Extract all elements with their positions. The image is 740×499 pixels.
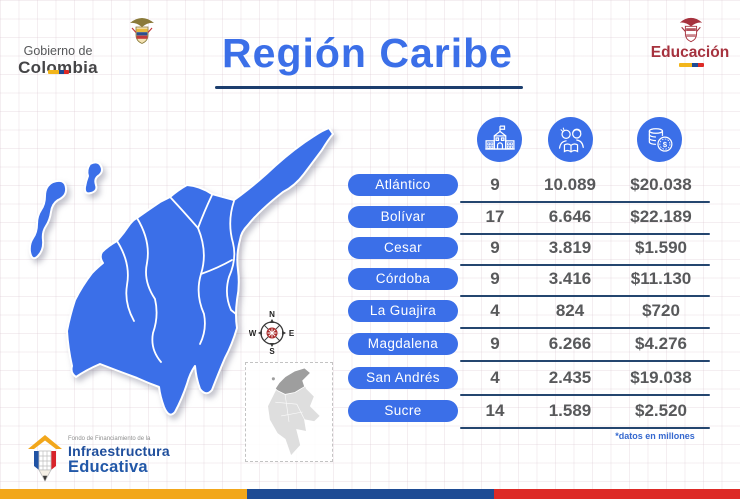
map-department-borders bbox=[116, 194, 237, 363]
students-value: 3.819 bbox=[548, 238, 592, 257]
row-divider bbox=[460, 264, 710, 266]
footer-bar-blue bbox=[247, 489, 494, 499]
map-island-san-andres bbox=[28, 179, 68, 260]
students-value: 3.416 bbox=[548, 269, 592, 288]
gobierno-line1: Gobierno de bbox=[23, 44, 93, 58]
column-icon-students bbox=[548, 117, 593, 162]
coins-icon: $ bbox=[648, 127, 672, 152]
column-icon-investment: $ bbox=[637, 117, 682, 162]
department-label: Atlántico bbox=[375, 177, 431, 192]
map-mainland bbox=[66, 127, 334, 416]
page-title: Región Caribe bbox=[222, 30, 513, 76]
row-divider bbox=[460, 295, 710, 297]
department-label: San Andrés bbox=[366, 370, 440, 385]
colombia-inset-map bbox=[266, 367, 321, 457]
department-pill: Cesar bbox=[348, 237, 458, 259]
svg-text:W: W bbox=[249, 329, 257, 338]
department-pill: San Andrés bbox=[348, 367, 458, 389]
footer-bar-red bbox=[494, 489, 740, 499]
department-pill: Magdalena bbox=[348, 333, 458, 355]
schools-value: 4 bbox=[490, 368, 500, 387]
investment-value: $2.520 bbox=[635, 401, 687, 420]
schools-value: 17 bbox=[485, 207, 505, 226]
students-value: 824 bbox=[555, 301, 585, 320]
row-divider bbox=[460, 427, 710, 429]
table-row: Sucre 14 1.589 $2.520 bbox=[0, 400, 740, 430]
department-label: Sucre bbox=[384, 403, 422, 418]
region-caribe-map bbox=[28, 127, 334, 416]
table-row: La Guajira 4 824 $720 bbox=[0, 300, 740, 330]
department-pill: Sucre bbox=[348, 400, 458, 422]
title-underline bbox=[215, 86, 523, 89]
row-divider bbox=[460, 233, 710, 235]
table-row: San Andrés 4 2.435 $19.038 bbox=[0, 367, 740, 397]
column-icon-schools bbox=[477, 117, 522, 162]
ffie-line3: Educativa bbox=[68, 458, 148, 476]
ffie-house-icon bbox=[28, 435, 62, 482]
ffie-line1: Fondo de Financiamiento de la bbox=[68, 436, 151, 442]
department-pill: Córdoba bbox=[348, 268, 458, 290]
schools-value: 9 bbox=[490, 334, 500, 353]
colombia-crest-icon bbox=[130, 18, 154, 44]
table-row: Córdoba 9 3.416 $11.130 bbox=[0, 268, 740, 298]
investment-value: $4.276 bbox=[635, 334, 687, 353]
svg-text:S: S bbox=[269, 347, 275, 355]
students-value: 1.589 bbox=[548, 401, 592, 420]
department-pill: Atlántico bbox=[348, 174, 458, 196]
investment-value: $22.189 bbox=[630, 207, 692, 226]
data-footnote: *datos en millones bbox=[615, 431, 695, 441]
department-label: Cesar bbox=[383, 240, 422, 255]
students-value: 2.435 bbox=[548, 368, 592, 387]
investment-value: $720 bbox=[642, 301, 680, 320]
svg-text:N: N bbox=[269, 310, 275, 319]
row-divider bbox=[460, 327, 710, 329]
schools-value: 9 bbox=[490, 238, 500, 257]
educacion-label: Educación bbox=[650, 44, 730, 61]
colombia-flag-bar bbox=[48, 70, 69, 74]
department-label: Magdalena bbox=[367, 336, 439, 351]
table-row: Magdalena 9 6.266 $4.276 bbox=[0, 333, 740, 363]
students-value: 6.646 bbox=[548, 207, 592, 226]
schools-value: 9 bbox=[490, 175, 500, 194]
department-pill: La Guajira bbox=[348, 300, 458, 322]
compass-icon: N S W E bbox=[249, 310, 295, 355]
gobierno-line2: Colombia bbox=[18, 58, 98, 77]
svg-text:E: E bbox=[289, 329, 295, 338]
school-icon bbox=[484, 124, 515, 150]
schools-value: 9 bbox=[490, 269, 500, 288]
table-row: Bolívar 17 6.646 $22.189 bbox=[0, 206, 740, 236]
investment-value: $19.038 bbox=[630, 368, 692, 387]
svg-text:$: $ bbox=[662, 139, 667, 148]
department-label: La Guajira bbox=[369, 303, 437, 318]
tricolor-footer-bar bbox=[0, 489, 740, 499]
students-icon bbox=[558, 127, 584, 153]
colombia-inset-box bbox=[245, 362, 333, 462]
row-divider bbox=[460, 360, 710, 362]
department-label: Bolívar bbox=[380, 209, 426, 224]
table-row: Atlántico 9 10.089 $20.038 bbox=[0, 174, 740, 204]
students-value: 10.089 bbox=[544, 175, 596, 194]
investment-value: $11.130 bbox=[630, 269, 692, 288]
investment-value: $20.038 bbox=[630, 175, 692, 194]
department-label: Córdoba bbox=[375, 271, 431, 286]
schools-value: 14 bbox=[485, 401, 505, 420]
table-row: Cesar 9 3.819 $1.590 bbox=[0, 237, 740, 267]
map-island-providencia bbox=[83, 161, 103, 195]
students-value: 6.266 bbox=[548, 334, 592, 353]
investment-value: $1.590 bbox=[635, 238, 687, 257]
educacion-crest-icon bbox=[679, 17, 703, 43]
ffie-line2: Infraestructura bbox=[68, 443, 170, 459]
department-pill: Bolívar bbox=[348, 206, 458, 228]
row-divider bbox=[460, 201, 710, 203]
schools-value: 4 bbox=[490, 301, 500, 320]
row-divider bbox=[460, 394, 710, 396]
educacion-flag-bar bbox=[679, 63, 704, 67]
footer-bar-yellow bbox=[0, 489, 247, 499]
